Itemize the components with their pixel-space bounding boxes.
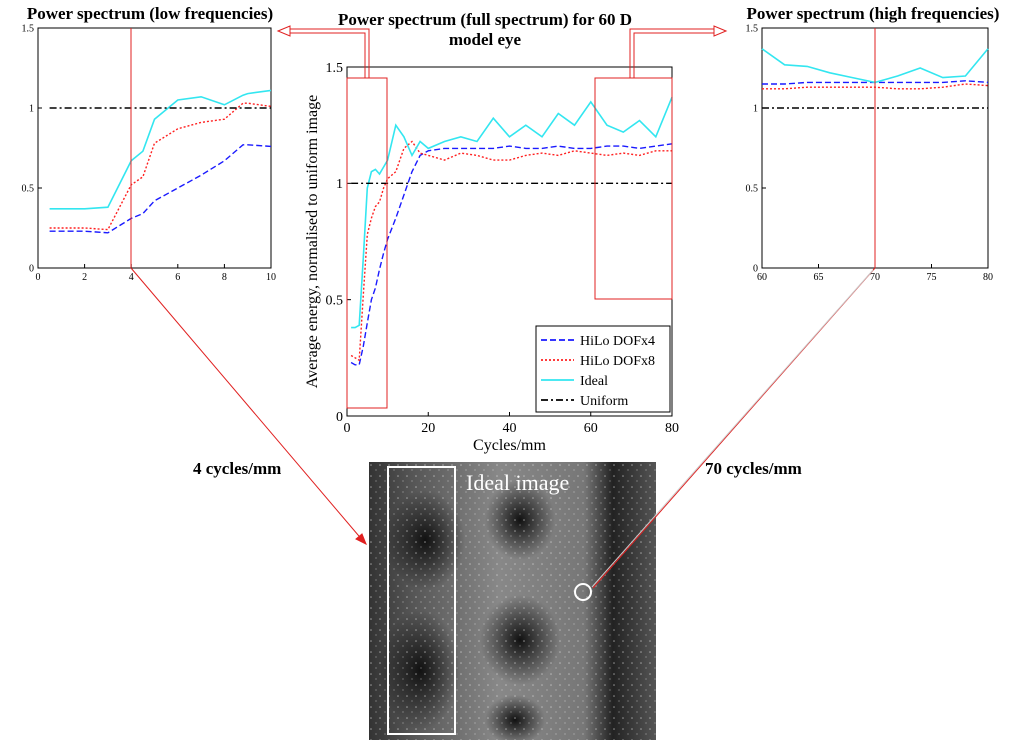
legend-label: HiLo DOFx4 <box>580 334 655 349</box>
x-tick-label: 20 <box>421 421 435 436</box>
x-tick-label: 0 <box>36 272 41 283</box>
x-tick-label: 4 <box>129 272 134 283</box>
legend-label: Ideal <box>580 374 608 389</box>
y-tick-label: 1.5 <box>22 24 35 35</box>
annotation: 4 cycles/mm <box>193 459 281 478</box>
annotation: 70 cycles/mm <box>705 459 802 478</box>
x-tick-label: 60 <box>584 421 598 436</box>
y-tick-label: 0.5 <box>746 184 759 195</box>
series-line <box>350 140 672 362</box>
x-axis-label: Cycles/mm <box>473 437 546 454</box>
chart-title: Power spectrum (low frequencies) <box>26 4 274 23</box>
y-axis-label: Average energy, normalised to uniform im… <box>304 95 321 388</box>
series-line <box>49 144 272 234</box>
series-line <box>49 89 272 210</box>
y-tick-label: 1 <box>336 177 343 192</box>
x-tick-label: 8 <box>222 272 227 283</box>
y-tick-label: 0 <box>336 410 343 425</box>
y-tick-label: 0 <box>29 264 34 275</box>
y-tick-label: 0.5 <box>22 184 35 195</box>
y-tick-label: 0.5 <box>326 294 344 309</box>
series-line <box>351 96 673 329</box>
chart-title: Power spectrum (high frequencies) <box>746 4 1000 23</box>
y-tick-label: 1.5 <box>746 24 759 35</box>
y-tick-label: 1 <box>753 104 758 115</box>
x-tick-label: 65 <box>814 272 824 283</box>
x-tick-label: 40 <box>503 421 517 436</box>
chart-title: Power spectrum (full spectrum) for 60 D … <box>338 10 632 49</box>
legend-label: Uniform <box>580 394 628 409</box>
x-tick-label: 0 <box>344 421 351 436</box>
retina-image <box>369 462 656 740</box>
x-tick-label: 80 <box>983 272 993 283</box>
x-tick-label: 70 <box>870 272 880 283</box>
x-tick-label: 6 <box>175 272 180 283</box>
plot-area <box>37 27 272 269</box>
y-tick-label: 0 <box>753 264 758 275</box>
x-tick-label: 60 <box>757 272 767 283</box>
y-tick-label: 1 <box>29 104 34 115</box>
legend-box <box>535 325 671 413</box>
x-tick-label: 2 <box>82 272 87 283</box>
x-tick-label: 80 <box>665 421 679 436</box>
y-tick-label: 1.5 <box>326 61 344 76</box>
image-label: Ideal image <box>466 470 569 495</box>
callouts <box>130 25 876 589</box>
x-tick-label: 75 <box>927 272 937 283</box>
series-line <box>350 143 673 366</box>
x-tick-label: 10 <box>266 272 276 283</box>
legend-label: HiLo DOFx8 <box>580 354 655 369</box>
